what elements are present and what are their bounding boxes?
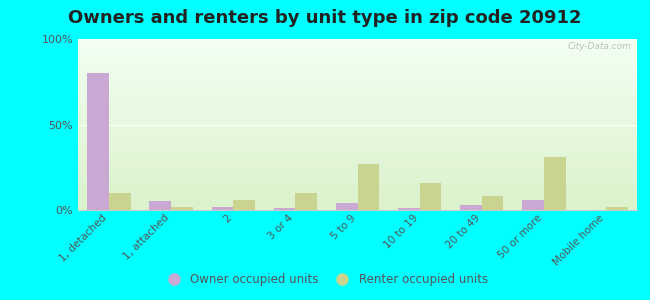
Bar — [150, 202, 171, 210]
Bar — [358, 164, 379, 210]
Bar — [522, 200, 544, 210]
Legend: Owner occupied units, Renter occupied units: Owner occupied units, Renter occupied un… — [157, 269, 493, 291]
Bar — [171, 207, 193, 210]
Bar — [606, 207, 628, 210]
Text: City-Data.com: City-Data.com — [567, 42, 631, 51]
Bar — [87, 73, 109, 210]
Bar — [420, 183, 441, 210]
Bar — [336, 203, 358, 210]
Bar — [460, 205, 482, 210]
Bar — [274, 208, 295, 210]
Bar — [398, 208, 420, 210]
Bar — [233, 200, 255, 210]
Bar — [544, 157, 566, 210]
Bar — [211, 207, 233, 210]
Text: Owners and renters by unit type in zip code 20912: Owners and renters by unit type in zip c… — [68, 9, 582, 27]
Bar — [482, 196, 504, 210]
Bar — [109, 193, 131, 210]
Bar — [295, 193, 317, 210]
